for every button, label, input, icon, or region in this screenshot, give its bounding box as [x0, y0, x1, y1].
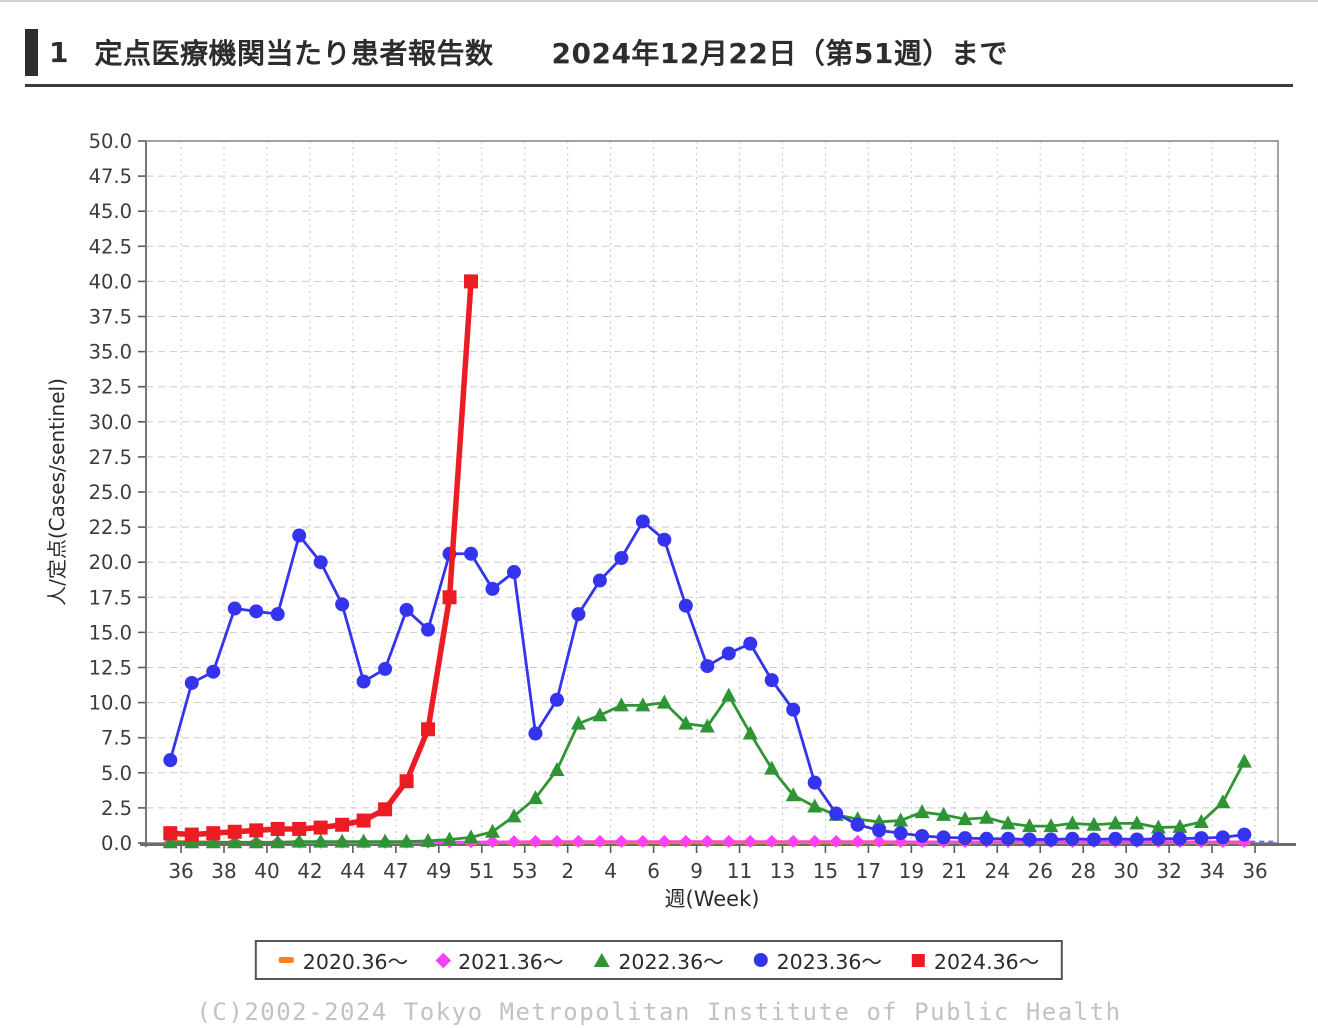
- x-tick-label: 42: [297, 859, 322, 883]
- x-tick-label: 9: [690, 859, 703, 883]
- legend-item-2024.36～: 2024.36～: [911, 945, 1040, 975]
- x-tick-label: 6: [647, 859, 660, 883]
- chart-legend: 2020.36～ 2021.36～ 2022.36～ 2023.36～ 2024.36～: [254, 940, 1064, 980]
- x-tick-label: 44: [340, 859, 365, 883]
- x-axis-title: 週(Week): [665, 887, 760, 911]
- x-tick-label: 21: [942, 859, 967, 883]
- x-tick-label: 2: [561, 859, 574, 883]
- x-tick-label: 11: [727, 859, 752, 883]
- y-tick-label: 35.0: [89, 341, 132, 364]
- x-tick-label: 40: [254, 859, 279, 883]
- x-tick-label: 28: [1070, 859, 1095, 883]
- x-tick-label: 47: [383, 859, 408, 883]
- x-tick-label: 17: [856, 859, 881, 883]
- x-tick-label: 38: [211, 859, 236, 883]
- y-tick-label: 17.5: [89, 586, 132, 609]
- x-tick-label: 4: [604, 859, 617, 883]
- legend-label: 2021.36～: [458, 950, 564, 974]
- x-tick-label: 15: [813, 859, 838, 883]
- x-tick-label: 24: [985, 859, 1010, 883]
- copyright-text: (C)2002-2024 Tokyo Metropolitan Institut…: [196, 998, 1122, 1026]
- section-number: 1: [49, 35, 69, 69]
- report-date-note: 2024年12月22日（第51週）まで: [551, 37, 1008, 70]
- y-tick-label: 0.0: [101, 832, 132, 855]
- x-tick-label: 49: [426, 859, 451, 883]
- y-tick-label: 7.5: [101, 727, 132, 750]
- legend-item-2022.36～: 2022.36～: [593, 945, 724, 975]
- x-tick-label: 34: [1199, 859, 1224, 883]
- y-tick-label: 22.5: [89, 516, 132, 539]
- y-tick-label: 45.0: [89, 200, 132, 223]
- y-tick-label: 10.0: [89, 692, 132, 715]
- x-tick-label: 26: [1028, 859, 1053, 883]
- window-top-edge: [0, 0, 1318, 2]
- legend-label: 2023.36～: [776, 950, 882, 974]
- triangle-marker-icon: [593, 953, 610, 967]
- y-tick-label: 30.0: [89, 411, 132, 434]
- circle-marker-icon: [753, 953, 768, 967]
- y-tick-label: 37.5: [89, 306, 132, 329]
- y-tick-label: 12.5: [89, 657, 132, 680]
- report-header: 1 定点医療機関当たり患者報告数 2024年12月22日（第51週）まで: [25, 27, 1008, 77]
- chart-area: 0.0 2.5 5.0 7.5 10.0 12.5 15.0 17.5 20.0 22.5 25.0…: [0, 100, 1318, 920]
- y-tick-label: 32.5: [89, 376, 132, 399]
- series-line: [168, 520, 1246, 841]
- y-tick-label: 27.5: [89, 446, 132, 469]
- page-title: 定点医療機関当たり患者報告数: [94, 37, 494, 70]
- legend-item-2021.36～: 2021.36～: [435, 945, 564, 975]
- series-2022.36～: [162, 687, 1252, 849]
- y-tick-label: 25.0: [89, 481, 132, 504]
- series-2023.36～: [163, 514, 1252, 847]
- y-tick-label: 20.0: [89, 551, 132, 574]
- header-divider: [25, 84, 1293, 87]
- y-axis: 0.0 2.5 5.0 7.5 10.0 12.5 15.0 17.5 20.0 22.5 25.0…: [89, 130, 146, 855]
- y-tick-label: 2.5: [101, 797, 132, 820]
- x-tick-label: 53: [512, 859, 537, 883]
- diamond-marker-icon: [435, 952, 452, 968]
- gridlines: [146, 141, 1278, 843]
- y-tick-label: 40.0: [89, 270, 132, 293]
- legend-item-2020.36～: 2020.36～: [278, 945, 409, 975]
- header-accent-bar: [25, 28, 38, 76]
- y-axis-title: 人/定点(Cases/sentinel): [45, 378, 69, 606]
- x-tick-label: 13: [770, 859, 795, 883]
- y-tick-label: 50.0: [89, 130, 132, 153]
- x-tick-label: 36: [1242, 859, 1267, 883]
- legend-label: 2024.36～: [933, 950, 1040, 974]
- x-tick-label: 30: [1113, 859, 1138, 883]
- x-tick-label: 36: [168, 859, 193, 883]
- y-tick-label: 42.5: [89, 235, 132, 258]
- dash-marker-icon: [278, 957, 294, 963]
- x-tick-label: 19: [899, 859, 924, 883]
- legend-item-2023.36～: 2023.36～: [753, 945, 882, 975]
- x-axis: 36 38 40 42 44 47 49 51 53 2 4 6 9 11 13 15 17 19 21 24 26 28…: [168, 845, 1268, 883]
- y-tick-label: 47.5: [89, 165, 132, 188]
- x-tick-label: 32: [1156, 859, 1181, 883]
- y-tick-label: 5.0: [101, 762, 132, 785]
- legend-label: 2020.36～: [302, 950, 409, 974]
- series-2024.36～: [163, 274, 479, 842]
- x-tick-label: 51: [469, 859, 494, 883]
- legend-label: 2022.36～: [618, 950, 724, 974]
- square-marker-icon: [911, 953, 925, 967]
- y-tick-label: 15.0: [89, 621, 132, 644]
- line-chart-canvas: 0.0 2.5 5.0 7.5 10.0 12.5 15.0 17.5 20.0 22.5 25.0…: [45, 130, 1296, 911]
